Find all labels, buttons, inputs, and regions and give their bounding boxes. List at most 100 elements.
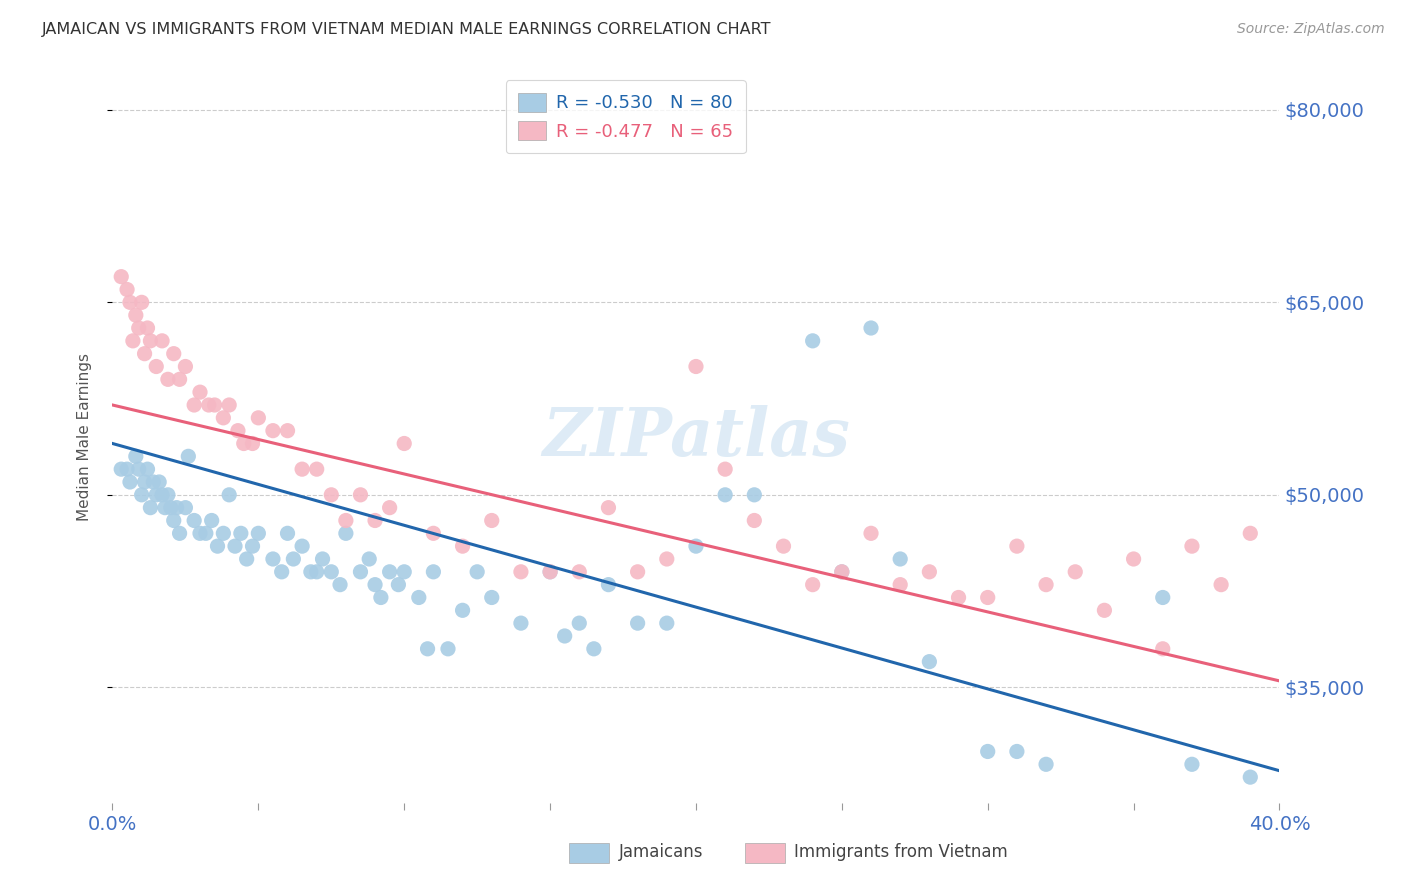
Point	[115, 283, 138, 297]
Point	[918, 655, 941, 669]
Point	[627, 616, 650, 631]
Point	[166, 500, 188, 515]
Point	[212, 526, 235, 541]
Point	[156, 372, 179, 386]
Point	[305, 462, 328, 476]
Point	[136, 462, 159, 476]
Point	[188, 526, 211, 541]
Text: JAMAICAN VS IMMIGRANTS FROM VIETNAM MEDIAN MALE EARNINGS CORRELATION CHART: JAMAICAN VS IMMIGRANTS FROM VIETNAM MEDI…	[42, 22, 772, 37]
Point	[305, 565, 328, 579]
Point	[242, 436, 264, 450]
Text: ZIPatlas: ZIPatlas	[543, 405, 849, 469]
Point	[554, 629, 576, 643]
Point	[801, 577, 824, 591]
Point	[247, 410, 270, 425]
Point	[201, 514, 224, 528]
Point	[1152, 591, 1174, 605]
Point	[218, 488, 240, 502]
Point	[359, 552, 381, 566]
Point	[335, 514, 357, 528]
Point	[451, 603, 474, 617]
Point	[1064, 565, 1087, 579]
Point	[156, 488, 179, 502]
Point	[918, 565, 941, 579]
Point	[509, 565, 531, 579]
Point	[224, 539, 246, 553]
Point	[321, 488, 343, 502]
Point	[110, 462, 132, 476]
Point	[291, 462, 314, 476]
Point	[125, 450, 148, 464]
Point	[242, 539, 264, 553]
Point	[742, 514, 765, 528]
Point	[207, 539, 229, 553]
Point	[204, 398, 226, 412]
Point	[291, 539, 314, 553]
Point	[394, 565, 416, 579]
Point	[335, 526, 357, 541]
Point	[1094, 603, 1116, 617]
Point	[509, 616, 531, 631]
Point	[860, 526, 883, 541]
Point	[1239, 770, 1261, 784]
Point	[685, 359, 707, 374]
Point	[976, 744, 998, 758]
Point	[1209, 577, 1232, 591]
Point	[321, 565, 343, 579]
Point	[276, 424, 298, 438]
Point	[831, 565, 853, 579]
Point	[437, 641, 460, 656]
Point	[860, 321, 883, 335]
Point	[174, 500, 197, 515]
Point	[160, 500, 183, 515]
Point	[131, 488, 153, 502]
Point	[188, 385, 211, 400]
Point	[183, 514, 205, 528]
Point	[451, 539, 474, 553]
Point	[145, 359, 167, 374]
Point	[714, 462, 737, 476]
Point	[134, 346, 156, 360]
Point	[655, 552, 678, 566]
Point	[212, 410, 235, 425]
Point	[270, 565, 292, 579]
Point	[1005, 539, 1028, 553]
Legend: R = -0.530   N = 80, R = -0.477   N = 65: R = -0.530 N = 80, R = -0.477 N = 65	[506, 80, 747, 153]
Point	[194, 526, 217, 541]
Point	[128, 462, 150, 476]
Point	[136, 321, 159, 335]
Point	[714, 488, 737, 502]
Point	[598, 500, 620, 515]
Point	[370, 591, 392, 605]
Point	[1152, 641, 1174, 656]
Point	[142, 475, 165, 489]
Point	[831, 565, 853, 579]
Point	[134, 475, 156, 489]
Point	[235, 552, 257, 566]
Point	[538, 565, 561, 579]
Point	[299, 565, 322, 579]
Point	[889, 552, 911, 566]
Point	[150, 334, 173, 348]
Point	[1181, 757, 1204, 772]
Point	[131, 295, 153, 310]
Point	[115, 462, 138, 476]
Point	[247, 526, 270, 541]
Point	[169, 526, 191, 541]
Point	[364, 514, 387, 528]
Point	[118, 475, 141, 489]
Point	[283, 552, 305, 566]
Point	[110, 269, 132, 284]
Point	[118, 295, 141, 310]
Point	[329, 577, 352, 591]
Point	[1035, 757, 1057, 772]
Point	[742, 488, 765, 502]
Point	[416, 641, 439, 656]
Point	[685, 539, 707, 553]
Y-axis label: Median Male Earnings: Median Male Earnings	[77, 353, 91, 521]
Point	[627, 565, 650, 579]
Point	[163, 346, 186, 360]
Point	[1181, 539, 1204, 553]
Point	[262, 552, 284, 566]
Point	[150, 488, 173, 502]
